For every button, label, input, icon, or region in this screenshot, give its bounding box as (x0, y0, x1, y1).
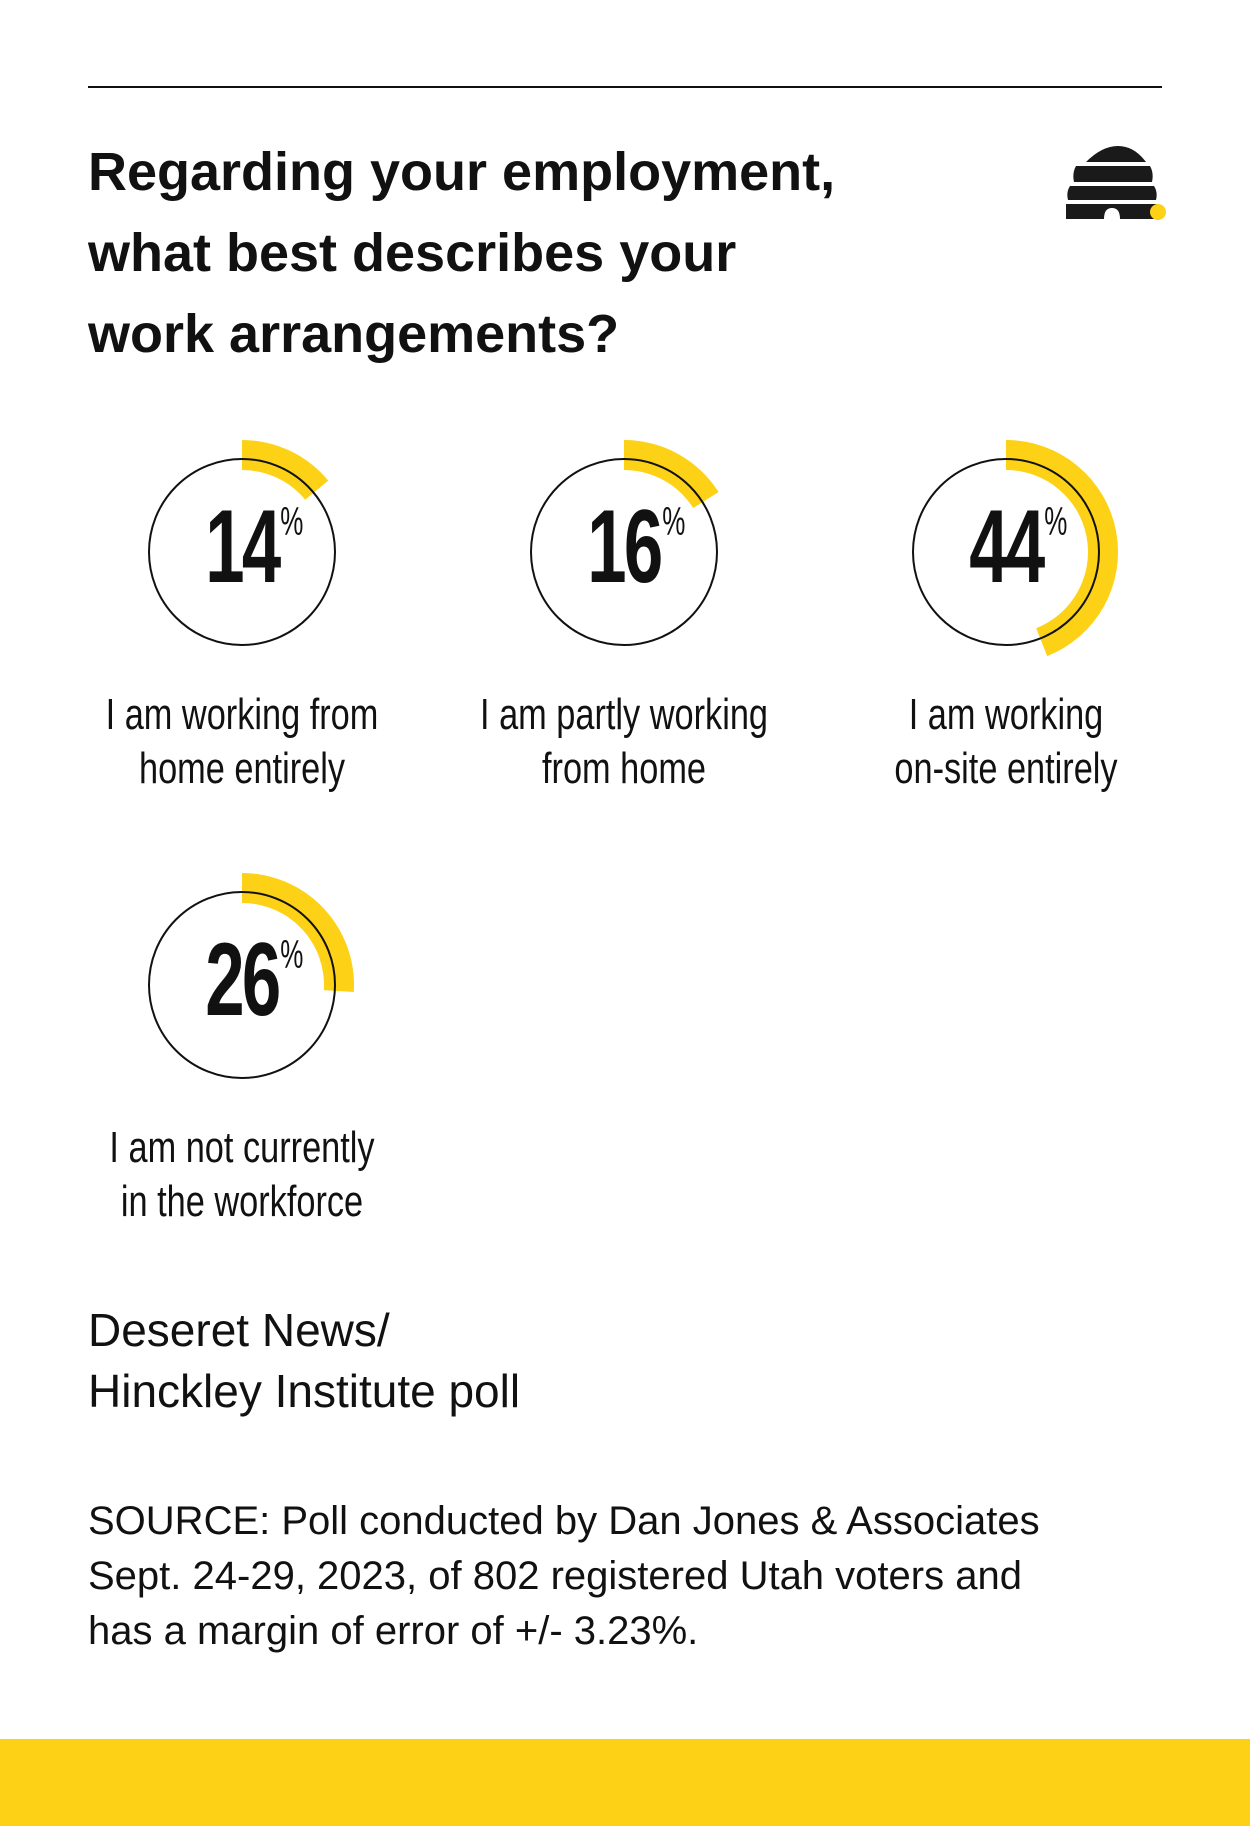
category-label: I am partly working from home (476, 688, 772, 796)
donut-item: 16% I am partly working from home (434, 440, 814, 860)
percent-value: 16 (587, 489, 663, 605)
label-line: home entirely (138, 744, 346, 793)
poll-name-line: Hinckley Institute poll (88, 1365, 521, 1417)
poll-name-line: Deseret News/ (88, 1304, 390, 1356)
percent-value: 26 (205, 922, 281, 1038)
percent-value: 14 (205, 489, 281, 605)
label-line: on-site entirely (894, 744, 1118, 793)
label-line: in the workforce (120, 1177, 364, 1226)
donut-item: 26% I am not currently in the workforce (52, 873, 432, 1293)
donut-item: 14% I am working from home entirely (52, 440, 432, 860)
top-rule (88, 86, 1162, 88)
percent-symbol: % (280, 500, 304, 544)
source-note: SOURCE: Poll conducted by Dan Jones & As… (88, 1494, 1168, 1659)
percent-symbol: % (280, 933, 304, 977)
label-line: I am partly working (479, 690, 768, 739)
title-line: Regarding your employment, (88, 142, 836, 202)
category-label: I am not currently in the workforce (94, 1121, 390, 1229)
chart-title: Regarding your employment, what best des… (88, 132, 988, 375)
donut-outline (148, 891, 336, 1079)
donut-arc (242, 873, 354, 993)
label-line: I am working (908, 690, 1104, 739)
donut-arc (1006, 440, 1118, 657)
percent-symbol: % (1044, 500, 1068, 544)
donut-outline (148, 458, 336, 646)
category-label: I am working on-site entirely (858, 688, 1154, 796)
poll-name: Deseret News/ Hinckley Institute poll (88, 1300, 520, 1422)
donut-item: 44% I am working on-site entirely (816, 440, 1196, 860)
label-line: from home (541, 744, 707, 793)
category-label: I am working from home entirely (94, 688, 390, 796)
label-line: I am working from (105, 690, 379, 739)
donut-outline (530, 458, 718, 646)
donut-outline (912, 458, 1100, 646)
percent-value: 44 (969, 489, 1045, 605)
source-line: Sept. 24-29, 2023, of 802 registered Uta… (88, 1554, 1022, 1598)
source-line: has a margin of error of +/- 3.23%. (88, 1609, 699, 1653)
source-line: SOURCE: Poll conducted by Dan Jones & As… (88, 1499, 1040, 1543)
label-line: I am not currently (109, 1123, 375, 1172)
title-line: work arrangements? (88, 304, 620, 364)
beehive-logo-icon (1066, 146, 1166, 220)
percent-symbol: % (662, 500, 686, 544)
title-line: what best describes your (88, 223, 737, 283)
footer-band (0, 1739, 1250, 1826)
